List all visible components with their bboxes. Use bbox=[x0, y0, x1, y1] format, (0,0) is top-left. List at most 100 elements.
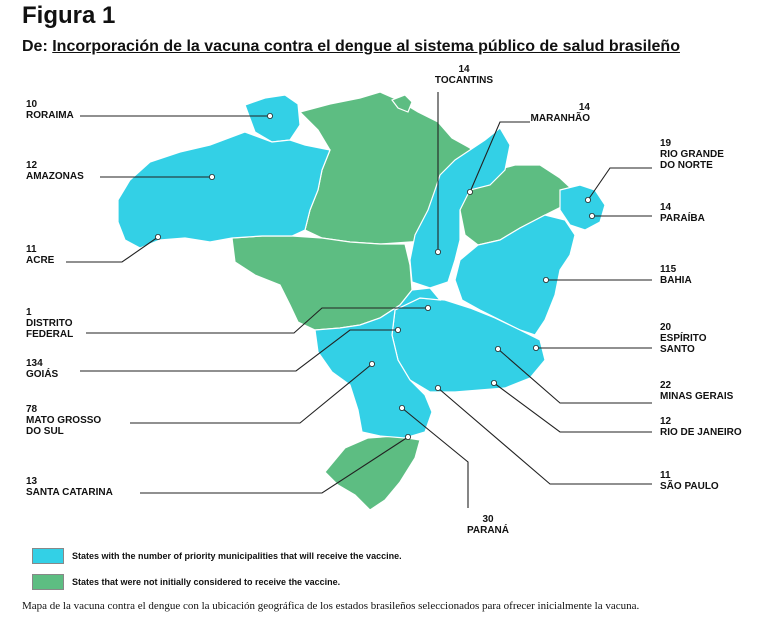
state-count: 14 bbox=[458, 64, 470, 75]
figure-subtitle: De: Incorporación de la vacuna contra el… bbox=[22, 38, 680, 56]
state-marker bbox=[434, 248, 441, 255]
state-label: 1 DISTRITO FEDERAL bbox=[26, 307, 73, 340]
state-label: 12 RIO DE JANEIRO bbox=[660, 416, 742, 438]
state-marker bbox=[533, 344, 540, 351]
state-name: SANTO bbox=[660, 344, 695, 355]
region-amapa bbox=[391, 94, 413, 113]
state-count: 14 bbox=[660, 202, 672, 213]
state-marker bbox=[424, 304, 431, 311]
leader-lines bbox=[66, 92, 652, 508]
leader-line bbox=[437, 387, 652, 485]
region-rio-grande-do-sul bbox=[324, 435, 421, 511]
state-label: 13 SANTA CATARINA bbox=[26, 476, 113, 498]
leader-line bbox=[401, 407, 469, 508]
state-marker bbox=[208, 173, 215, 180]
state-marker bbox=[266, 113, 273, 120]
state-count: 12 bbox=[26, 160, 38, 171]
state-count: 12 bbox=[660, 416, 672, 427]
state-name: MINAS GERAIS bbox=[660, 391, 734, 402]
map-regions bbox=[117, 91, 606, 511]
subtitle-main: Incorporación de la vacuna contra el den… bbox=[52, 38, 680, 55]
legend-not-selected: States that were not initially considere… bbox=[32, 574, 340, 590]
state-name: ACRE bbox=[26, 255, 55, 266]
state-label: 19 RIO GRANDE DO NORTE bbox=[660, 138, 724, 171]
state-count: 11 bbox=[26, 244, 37, 255]
state-name: PARAÍBA bbox=[660, 211, 705, 224]
state-name: TOCANTINS bbox=[435, 75, 493, 86]
state-name: RIO DE JANEIRO bbox=[660, 427, 742, 438]
state-marker bbox=[398, 404, 405, 411]
state-count: 20 bbox=[660, 322, 672, 333]
state-label: 14 MARANHÃO bbox=[531, 102, 591, 124]
state-marker bbox=[585, 196, 592, 203]
state-count: 22 bbox=[660, 380, 672, 391]
state-name: PARANÁ bbox=[467, 523, 509, 536]
region-center-south bbox=[314, 287, 442, 439]
state-count: 19 bbox=[660, 138, 672, 149]
state-count: 30 bbox=[482, 514, 494, 525]
leader-line bbox=[130, 363, 373, 424]
state-marker bbox=[466, 188, 473, 195]
state-label: 14 TOCANTINS bbox=[435, 64, 493, 86]
legend-swatch-not-selected bbox=[32, 574, 64, 590]
figure-caption: Mapa de la vacuna contra el dengue con l… bbox=[22, 600, 640, 612]
state-name: DO SUL bbox=[26, 426, 64, 437]
state-label: 22 MINAS GERAIS bbox=[660, 380, 734, 402]
state-marker bbox=[404, 433, 411, 440]
state-name: DO NORTE bbox=[660, 160, 713, 171]
state-marker bbox=[154, 233, 161, 240]
state-count: 11 bbox=[660, 470, 671, 481]
state-label: 115 BAHIA bbox=[660, 264, 692, 286]
state-marker bbox=[434, 384, 441, 391]
legend-selected-text: States with the number of priority munic… bbox=[72, 551, 402, 561]
state-marker bbox=[589, 212, 596, 219]
region-bahia bbox=[454, 214, 576, 336]
state-marker bbox=[543, 276, 550, 283]
subtitle-prefix: De: bbox=[22, 38, 48, 55]
leader-line bbox=[80, 329, 398, 372]
state-count: 1 bbox=[26, 307, 32, 318]
region-amazonas-acre bbox=[117, 131, 331, 249]
legend-not-selected-text: States that were not initially considere… bbox=[72, 577, 341, 587]
region-northeast-coast bbox=[559, 184, 606, 231]
state-count: 13 bbox=[26, 476, 38, 487]
state-name: RORAIMA bbox=[26, 110, 74, 121]
state-label: 78 MATO GROSSO DO SUL bbox=[26, 404, 101, 437]
state-name: GOIÁS bbox=[26, 367, 59, 380]
legend-selected: States with the number of priority munic… bbox=[32, 548, 402, 564]
leader-line bbox=[140, 436, 409, 494]
state-marker bbox=[394, 326, 401, 333]
state-marker bbox=[494, 345, 501, 352]
state-count: 78 bbox=[26, 404, 38, 415]
leader-line bbox=[66, 236, 159, 263]
region-tocantins-maranhao bbox=[409, 127, 511, 289]
state-name: MARANHÃO bbox=[531, 111, 591, 124]
region-roraima bbox=[244, 94, 301, 143]
state-name: DISTRITO bbox=[26, 318, 73, 329]
state-label: 14 PARAÍBA bbox=[660, 202, 705, 224]
state-count: 10 bbox=[26, 99, 38, 110]
state-name: SÃO PAULO bbox=[660, 479, 719, 492]
leader-line bbox=[587, 167, 652, 201]
state-label: 12 AMAZONAS bbox=[26, 160, 84, 182]
state-label: 20 ESPÍRITO SANTO bbox=[660, 322, 707, 355]
leader-line bbox=[86, 307, 428, 334]
state-label: 11 ACRE bbox=[26, 244, 55, 266]
state-count: 134 bbox=[26, 358, 43, 369]
state-marker bbox=[368, 360, 375, 367]
state-label: 10 RORAIMA bbox=[26, 99, 74, 121]
legend-swatch-selected bbox=[32, 548, 64, 564]
state-name: AMAZONAS bbox=[26, 171, 84, 182]
figure-title: Figura 1 bbox=[22, 2, 116, 29]
leader-line bbox=[493, 382, 652, 433]
leader-line bbox=[497, 348, 652, 404]
state-name: ESPÍRITO bbox=[660, 331, 707, 344]
state-name: SANTA CATARINA bbox=[26, 487, 113, 498]
state-label: 30 PARANÁ bbox=[467, 514, 509, 536]
state-name: FEDERAL bbox=[26, 329, 73, 340]
state-name: MATO GROSSO bbox=[26, 415, 101, 426]
state-name: RIO GRANDE bbox=[660, 149, 724, 160]
leader-line bbox=[469, 121, 530, 193]
